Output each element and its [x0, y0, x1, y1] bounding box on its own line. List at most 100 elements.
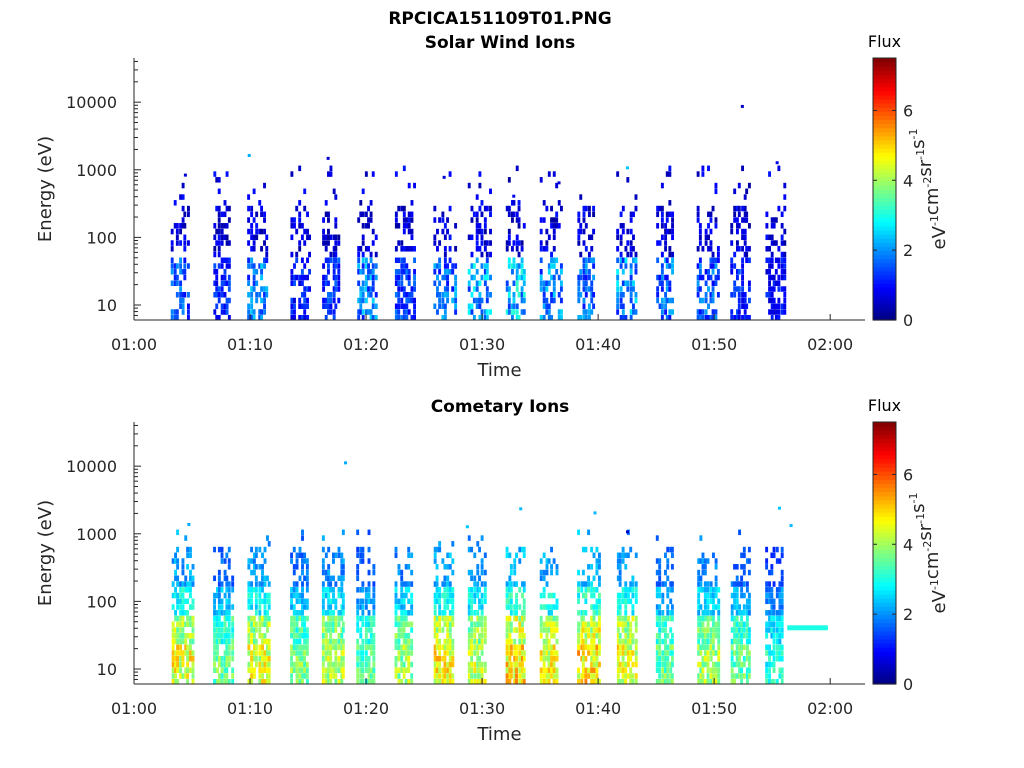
- flux-cell: [225, 667, 229, 674]
- flux-cell: [539, 592, 543, 599]
- flux-cell: [489, 309, 492, 315]
- flux-cell: [545, 280, 549, 287]
- flux-cell: [772, 679, 776, 685]
- flux-cell: [446, 217, 450, 223]
- flux-cell: [592, 205, 596, 212]
- flux-cell: [433, 656, 437, 662]
- flux-cell: [778, 644, 782, 651]
- flux-cell: [508, 656, 512, 662]
- flux-cell: [592, 292, 596, 298]
- flux-cell: [227, 592, 231, 599]
- flux-cell: [443, 581, 447, 587]
- burst: [765, 546, 784, 685]
- flux-cell: [730, 638, 734, 645]
- flux-cell: [505, 650, 509, 656]
- flux-cell: [247, 587, 251, 593]
- flux-cell: [545, 564, 549, 570]
- flux-cell: [298, 598, 302, 605]
- flux-cell: [730, 667, 734, 674]
- flux-cell: [741, 269, 745, 275]
- flux-cell: [407, 182, 411, 189]
- flux-cell: [595, 587, 599, 593]
- flux-cell: [446, 297, 450, 304]
- flux-cell: [515, 315, 519, 321]
- flux-cell: [446, 598, 450, 605]
- flux-cell: [402, 217, 406, 223]
- flux-cell: [580, 656, 584, 662]
- flux-cell: [448, 598, 452, 605]
- flux-cell: [698, 286, 702, 292]
- flux-cell: [706, 650, 710, 656]
- flux-cell: [258, 228, 262, 235]
- flux-cell: [404, 656, 408, 662]
- flux-cell: [223, 292, 227, 298]
- flux-cell: [179, 604, 183, 610]
- flux-cell: [181, 604, 185, 610]
- flux-cell: [217, 656, 221, 662]
- flux-cell: [772, 621, 776, 628]
- flux-cell: [634, 673, 638, 679]
- flux-cell: [507, 240, 511, 246]
- flux-cell: [656, 211, 660, 218]
- flux-cell: [592, 274, 596, 281]
- flux-cell: [579, 251, 583, 258]
- flux-cell: [730, 604, 734, 610]
- flux-cell: [183, 211, 187, 218]
- burst: [433, 541, 455, 685]
- flux-cell: [397, 309, 401, 315]
- flux-cell: [369, 673, 373, 679]
- flux-cell: [181, 292, 185, 298]
- flux-cell: [247, 558, 251, 564]
- flux-cell: [404, 650, 408, 656]
- flux-cell: [254, 552, 258, 559]
- flux-cell: [175, 223, 179, 229]
- flux-cell: [510, 303, 514, 310]
- flux-cell: [768, 286, 772, 292]
- flux-cell: [483, 315, 487, 321]
- flux-cell: [327, 587, 331, 593]
- flux-cell: [550, 217, 554, 223]
- flux-cell: [175, 309, 179, 315]
- flux-cell: [290, 644, 294, 651]
- flux-cell: [247, 315, 251, 321]
- flux-cell: [361, 667, 365, 674]
- flux-cell: [298, 552, 302, 559]
- flux-cell: [340, 558, 344, 564]
- flux-cell: [768, 650, 771, 656]
- flux-cell: [223, 274, 227, 281]
- flux-cell: [669, 638, 673, 645]
- flux-cell: [733, 211, 737, 218]
- flux-cell: [592, 638, 596, 645]
- flux-cell: [775, 558, 779, 564]
- flux-cell: [584, 644, 588, 651]
- flux-cell: [250, 587, 254, 593]
- flux-cell: [293, 223, 296, 229]
- flux-cell: [476, 587, 480, 593]
- flux-cell: [765, 269, 769, 275]
- burst: [357, 171, 378, 321]
- flux-cell: [441, 581, 445, 587]
- flux-cell: [668, 309, 672, 315]
- flux-cell: [290, 627, 294, 633]
- flux-cell: [227, 638, 231, 645]
- flux-cell: [290, 667, 294, 674]
- flux-cell: [584, 633, 588, 639]
- flux-cell: [329, 638, 333, 645]
- flux-cell: [324, 297, 328, 304]
- flux-cell: [730, 228, 734, 235]
- flux-cell: [704, 292, 708, 298]
- flux-cell: [252, 587, 256, 593]
- flux-cell: [699, 679, 703, 685]
- flux-cell: [733, 592, 737, 599]
- flux-cell: [777, 205, 781, 212]
- flux-cell: [255, 269, 259, 275]
- flux-cell: [301, 564, 304, 570]
- flux-cell: [341, 644, 345, 651]
- flux-cell: [476, 650, 480, 656]
- flux-cell: [775, 621, 779, 628]
- flux-cell: [547, 303, 551, 310]
- flux-cell: [547, 667, 551, 674]
- flux-cell: [770, 552, 774, 559]
- flux-cell: [661, 661, 665, 668]
- flux-cell: [559, 205, 563, 212]
